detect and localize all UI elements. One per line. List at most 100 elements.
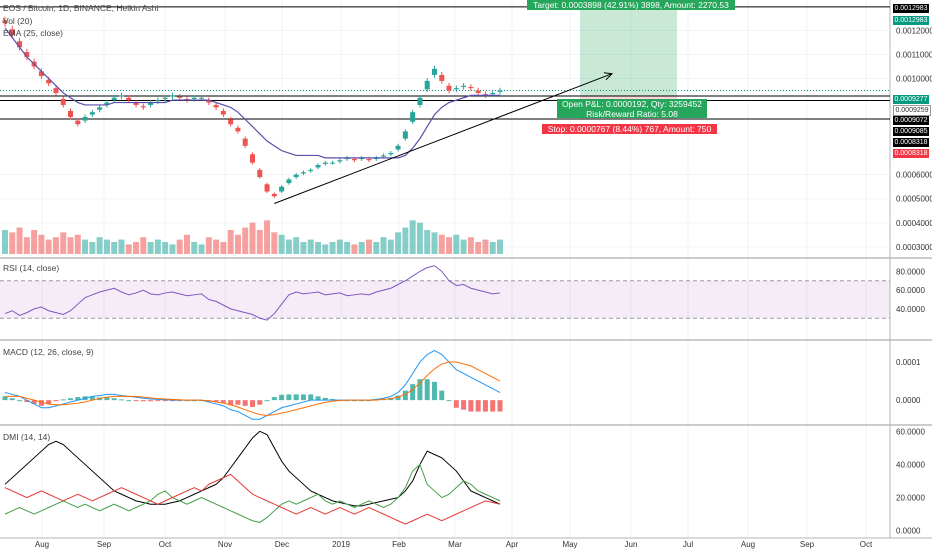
time-tick-10: Jun bbox=[625, 540, 638, 549]
volume-bar bbox=[358, 241, 365, 254]
volume-bar bbox=[16, 227, 23, 254]
macd-histogram-bar bbox=[490, 400, 496, 412]
macd-histogram-bar bbox=[2, 396, 8, 401]
time-tick-7: Mar bbox=[448, 540, 462, 549]
volume-bar bbox=[380, 237, 387, 254]
volume-bar bbox=[453, 234, 460, 254]
candle-body bbox=[490, 92, 496, 95]
volume-bar bbox=[118, 239, 125, 254]
candle-body bbox=[344, 157, 350, 160]
candle-body bbox=[169, 95, 175, 97]
open-pnl-label[interactable]: Open P&L: 0.0000192, Qty: 3259452 Risk/R… bbox=[557, 99, 707, 119]
volume-bar bbox=[111, 241, 118, 254]
rsi-tick-1: 60.0000 bbox=[896, 286, 925, 295]
volume-bar bbox=[373, 241, 380, 254]
volume-bar bbox=[336, 239, 343, 254]
volume-bar bbox=[271, 232, 278, 254]
symbol-title: EOS / Bitcoin, 1D, BINANCE, Heikin Ashi bbox=[3, 3, 159, 13]
price-tick-3: 0.0006000 bbox=[896, 171, 932, 180]
candle-body bbox=[468, 86, 474, 89]
macd-histogram-bar bbox=[468, 400, 474, 412]
ema-line bbox=[4, 27, 500, 159]
candle-body bbox=[482, 94, 488, 96]
rsi-tick-2: 40.0000 bbox=[896, 305, 925, 314]
macd-histogram-bar bbox=[475, 400, 481, 412]
volume-bar bbox=[467, 237, 474, 254]
volume-bar bbox=[234, 234, 241, 254]
macd-histogram-bar bbox=[228, 400, 234, 406]
macd-histogram-bar bbox=[133, 400, 139, 402]
candle-body bbox=[111, 97, 117, 101]
price-label-last: 0.0009277 bbox=[893, 95, 929, 104]
price-tick-1: 0.0011000 bbox=[896, 50, 932, 59]
price-tick-0: 0.0012000 bbox=[896, 26, 932, 35]
candle-body bbox=[431, 68, 437, 75]
macd-histogram-bar bbox=[53, 400, 59, 402]
macd-histogram-bar bbox=[395, 395, 401, 401]
macd-histogram-bar bbox=[300, 394, 306, 401]
trendline-arrow bbox=[603, 72, 614, 81]
dmi-tick-3: 0.0000 bbox=[896, 527, 921, 536]
volume-bar bbox=[387, 239, 394, 254]
candle-body bbox=[300, 172, 306, 174]
macd-histogram-bar bbox=[453, 400, 459, 408]
macd-histogram-bar bbox=[330, 399, 336, 401]
candle-body bbox=[104, 102, 110, 105]
macd-histogram-bar bbox=[118, 399, 124, 401]
macd-line bbox=[4, 350, 501, 420]
vol-legend: Vol (20) bbox=[3, 16, 33, 26]
volume-bar bbox=[344, 241, 351, 254]
candle-body bbox=[286, 179, 292, 184]
macd-histogram-bar bbox=[75, 397, 81, 401]
macd-histogram-bar bbox=[257, 400, 263, 405]
macd-histogram-bar bbox=[60, 399, 66, 401]
candle-body bbox=[38, 71, 44, 77]
macd-histogram-bar bbox=[126, 400, 132, 402]
macd-histogram-bar bbox=[293, 394, 299, 401]
candle-body bbox=[402, 131, 408, 139]
candle-body bbox=[366, 159, 372, 161]
macd-histogram-bar bbox=[482, 400, 488, 412]
candle-body bbox=[24, 52, 30, 57]
candle-body bbox=[257, 169, 263, 178]
volume-bar bbox=[162, 241, 169, 254]
volume-bar bbox=[322, 244, 329, 254]
candle-body bbox=[337, 160, 343, 162]
candle-body bbox=[184, 98, 190, 101]
candle-body bbox=[213, 104, 219, 108]
price-tick-4: 0.0005000 bbox=[896, 195, 932, 204]
dmi-tick-1: 40.0000 bbox=[896, 460, 925, 469]
macd-histogram-bar bbox=[242, 400, 248, 406]
volume-bar bbox=[220, 241, 227, 254]
time-tick-2: Oct bbox=[159, 540, 172, 549]
macd-histogram-bar bbox=[461, 400, 467, 410]
candle-body bbox=[53, 88, 59, 93]
rsi-band bbox=[0, 280, 890, 319]
candle-body bbox=[381, 155, 387, 157]
macd-histogram-bar bbox=[250, 400, 255, 407]
volume-bar bbox=[351, 244, 358, 254]
volume-bar bbox=[482, 239, 489, 254]
price-tick-2: 0.0010000 bbox=[896, 75, 932, 84]
candle-body bbox=[235, 127, 241, 132]
macd-histogram-bar bbox=[286, 394, 292, 401]
macd-histogram-bar bbox=[140, 400, 146, 402]
time-tick-14: Oct bbox=[860, 540, 873, 549]
dmi-plus-di-line bbox=[4, 463, 501, 523]
macd-histogram-bar bbox=[31, 400, 37, 404]
candle-body bbox=[271, 193, 277, 197]
macd-title: MACD (12, 26, close, 9) bbox=[3, 347, 94, 357]
time-tick-1: Sep bbox=[97, 540, 112, 549]
candle-body bbox=[17, 41, 23, 48]
target-label[interactable]: Target: 0.0003898 (42.91%) 3898, Amount:… bbox=[527, 0, 735, 10]
volume-bar bbox=[329, 241, 336, 254]
time-tick-5: 2019 bbox=[332, 540, 350, 549]
volume-bar bbox=[140, 237, 147, 254]
macd-histogram-bar bbox=[148, 400, 154, 402]
dmi-tick-2: 20.0000 bbox=[896, 494, 925, 503]
volume-bar bbox=[431, 232, 438, 254]
stop-label[interactable]: Stop: 0.0000767 (8.44%) 767, Amount: 750 bbox=[542, 124, 717, 134]
candle-body bbox=[308, 169, 314, 172]
volume-bar bbox=[89, 241, 96, 254]
